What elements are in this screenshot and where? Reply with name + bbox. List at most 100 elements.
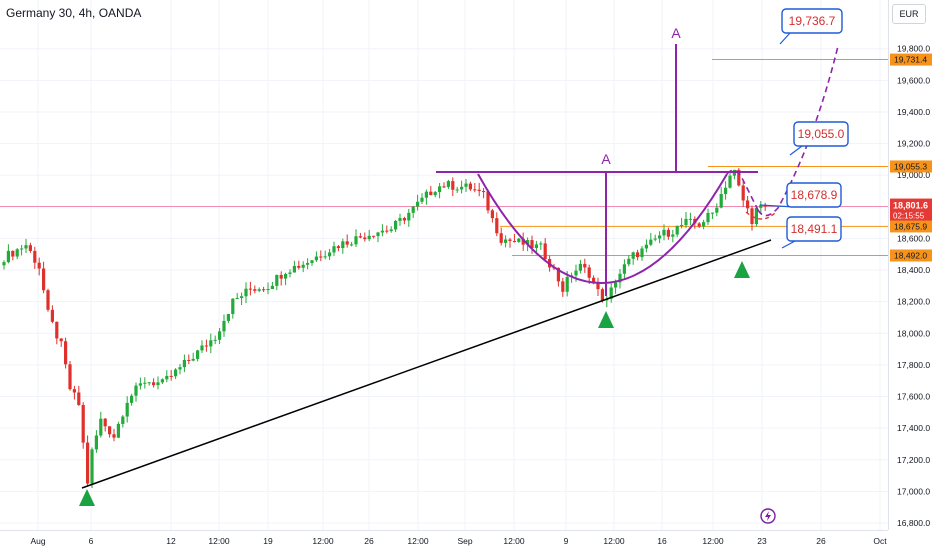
level-price-label: 18,675.9 bbox=[894, 221, 927, 231]
candle-body bbox=[741, 185, 745, 201]
candle-body bbox=[354, 236, 358, 245]
candle-body bbox=[257, 289, 261, 291]
callout-box bbox=[781, 8, 843, 34]
candle-body bbox=[658, 235, 662, 239]
candle-body bbox=[486, 191, 490, 211]
candle-body bbox=[561, 281, 565, 292]
candle-body bbox=[314, 256, 318, 261]
candle-body bbox=[614, 282, 618, 288]
time-axis[interactable]: Aug 6 12 12:00 19 12:00 26 12:00 Sep 12:00 9 12:00 1… bbox=[0, 530, 888, 551]
candle-body bbox=[530, 240, 534, 249]
candle-body bbox=[477, 189, 481, 192]
projection-handle-down bbox=[726, 169, 759, 211]
candle-body bbox=[666, 229, 670, 237]
candle-body bbox=[187, 359, 191, 361]
candle-body bbox=[587, 267, 591, 278]
candle-body bbox=[323, 256, 327, 258]
callout-label: 18,491.1 bbox=[791, 222, 838, 236]
pattern-drawings: AA bbox=[79, 25, 839, 524]
candle-body bbox=[116, 423, 120, 438]
callout-pointer bbox=[789, 145, 803, 156]
candle-body bbox=[209, 340, 213, 347]
pattern-label-a: A bbox=[601, 151, 611, 167]
candle-body bbox=[565, 276, 569, 292]
price-tick-label: 18,200.0 bbox=[897, 297, 930, 307]
candle-body bbox=[235, 297, 239, 299]
callout-box bbox=[786, 182, 842, 208]
candle-body bbox=[121, 416, 125, 424]
candle-body bbox=[218, 331, 222, 340]
candle-body bbox=[402, 218, 406, 221]
last-price-label: 18,801.6 bbox=[893, 201, 928, 211]
candle-body bbox=[433, 192, 437, 196]
candle-body bbox=[746, 200, 750, 209]
level-price-tag bbox=[890, 160, 932, 173]
candle-body bbox=[262, 289, 266, 291]
price-tick-label: 19,400.0 bbox=[897, 107, 930, 117]
candle-body bbox=[411, 206, 415, 213]
candle-body bbox=[248, 288, 252, 290]
candle-body bbox=[473, 189, 477, 191]
candle-body bbox=[37, 262, 41, 269]
level-price-label: 19,731.4 bbox=[894, 55, 927, 65]
candle-body bbox=[231, 298, 235, 315]
candle-body bbox=[609, 287, 613, 299]
price-axis[interactable]: 16,800.0 17,000.0 17,200.0 17,400.0 17,600.0… bbox=[888, 0, 932, 530]
candle-body bbox=[697, 223, 701, 227]
candle-body bbox=[222, 320, 226, 332]
candle-body bbox=[147, 382, 151, 384]
projection-breakout-up bbox=[757, 45, 839, 217]
lightning-icon bbox=[760, 508, 776, 524]
candle-body bbox=[143, 382, 147, 384]
candle-body bbox=[517, 238, 521, 242]
candle-body bbox=[719, 194, 723, 208]
candle-body bbox=[649, 239, 653, 245]
candle-body bbox=[301, 264, 305, 268]
candle-body bbox=[759, 204, 763, 208]
candle-body bbox=[130, 395, 134, 403]
candle-body bbox=[319, 256, 323, 258]
time-tick-label: 12:00 bbox=[702, 536, 724, 546]
candle-body bbox=[680, 225, 684, 227]
candle-body bbox=[464, 183, 468, 187]
time-tick-label: 12:00 bbox=[312, 536, 334, 546]
candle-body bbox=[191, 358, 195, 361]
candle-body bbox=[306, 262, 310, 265]
price-tick-label: 16,800.0 bbox=[897, 518, 930, 528]
candle-body bbox=[556, 267, 560, 282]
currency-button[interactable]: EUR bbox=[892, 4, 926, 24]
price-tick-label: 18,000.0 bbox=[897, 328, 930, 338]
trend-line bbox=[81, 239, 772, 489]
candle-body bbox=[504, 239, 508, 243]
candle-body bbox=[526, 240, 530, 245]
time-tick-label: 12:00 bbox=[503, 536, 525, 546]
price-tick-label: 17,000.0 bbox=[897, 486, 930, 496]
candle-body bbox=[55, 321, 59, 339]
candle-body bbox=[622, 264, 626, 274]
candle-body bbox=[279, 275, 283, 279]
candle-body bbox=[702, 222, 706, 227]
time-tick-label: Aug bbox=[30, 536, 45, 546]
candle-body bbox=[662, 229, 666, 236]
candle-body bbox=[11, 250, 15, 257]
time-tick-label: 9 bbox=[564, 536, 569, 546]
chart-grid bbox=[0, 0, 888, 530]
candle-body bbox=[292, 265, 296, 273]
candle-body bbox=[244, 288, 248, 297]
candle-body bbox=[446, 181, 450, 187]
candle-body bbox=[200, 345, 204, 351]
candle-body bbox=[644, 244, 648, 249]
candle-body bbox=[385, 230, 389, 232]
candle-body bbox=[684, 218, 688, 226]
price-tick-label: 17,600.0 bbox=[897, 392, 930, 402]
time-tick-label: Sep bbox=[457, 536, 472, 546]
price-tick-label: 19,800.0 bbox=[897, 44, 930, 54]
last-price-countdown: 02:15:55 bbox=[893, 212, 925, 221]
candle-body bbox=[81, 405, 85, 443]
candle-body bbox=[125, 402, 129, 417]
candle-body bbox=[350, 244, 354, 246]
candle-body bbox=[33, 250, 37, 263]
price-callout: 18,678.9 bbox=[759, 182, 842, 208]
candle-body bbox=[543, 243, 547, 260]
